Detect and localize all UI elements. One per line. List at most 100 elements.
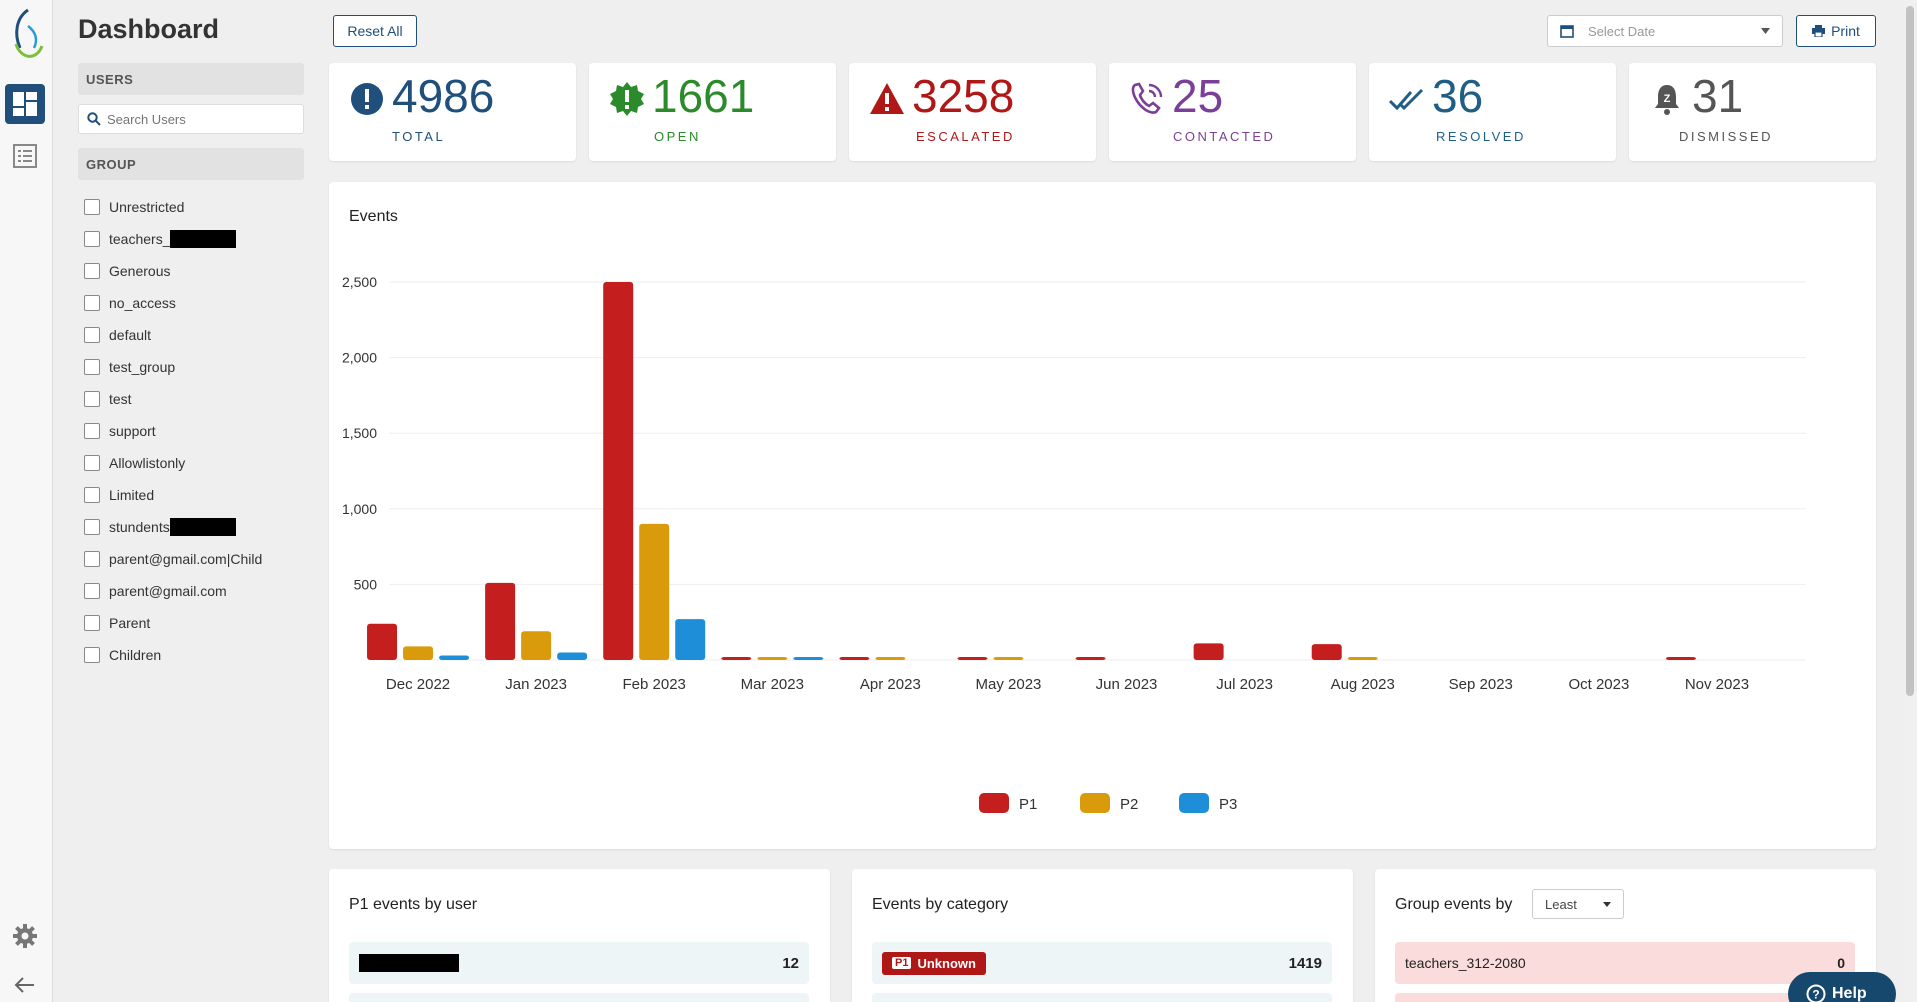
calendar-icon — [1560, 25, 1574, 38]
group-item[interactable]: stundents — [84, 511, 262, 543]
legend-swatch-p1[interactable] — [979, 793, 1009, 813]
table-row[interactable] — [1395, 993, 1855, 1002]
group-item[interactable]: support — [84, 415, 262, 447]
group-checkbox[interactable] — [84, 359, 100, 375]
group-checkbox[interactable] — [84, 199, 100, 215]
group-item[interactable]: test — [84, 383, 262, 415]
scrollbar-thumb[interactable] — [1906, 6, 1914, 696]
stat-value: 31 — [1692, 70, 1744, 122]
table-row[interactable]: 12 — [349, 942, 809, 984]
group-item[interactable]: Unrestricted — [84, 191, 262, 223]
group-checkbox[interactable] — [84, 295, 100, 311]
group-item[interactable]: Parent — [84, 607, 262, 639]
group-sort-select[interactable]: Least — [1532, 889, 1624, 919]
group-item[interactable]: no_access — [84, 287, 262, 319]
bar-p3[interactable] — [793, 657, 824, 660]
printer-icon — [1812, 25, 1826, 37]
legend-label[interactable]: P3 — [1219, 796, 1237, 813]
stat-card-contacted[interactable]: 25 CONTACTED — [1109, 63, 1356, 161]
table-row[interactable] — [872, 993, 1332, 1002]
x-tick-label: May 2023 — [976, 676, 1042, 693]
group-checkbox[interactable] — [84, 327, 100, 343]
group-checkbox[interactable] — [84, 263, 100, 279]
stat-value: 1661 — [652, 70, 755, 122]
stat-card-dismissed[interactable]: Z 31 DISMISSED — [1629, 63, 1876, 161]
x-tick-label: Dec 2022 — [386, 676, 450, 693]
bar-p2[interactable] — [1347, 657, 1378, 660]
group-item[interactable]: parent@gmail.com — [84, 575, 262, 607]
table-row[interactable] — [349, 993, 809, 1002]
bar-p1[interactable] — [485, 582, 516, 660]
group-checkbox[interactable] — [84, 423, 100, 439]
group-checkbox[interactable] — [84, 551, 100, 567]
collapse-arrow-icon[interactable] — [12, 975, 38, 995]
group-item[interactable]: test_group — [84, 351, 262, 383]
page-scrollbar[interactable] — [1903, 0, 1917, 1002]
group-item[interactable]: Limited — [84, 479, 262, 511]
stat-label: RESOLVED — [1436, 129, 1526, 144]
group-item[interactable]: parent@gmail.com|Child — [84, 543, 262, 575]
date-picker[interactable]: Select Date — [1547, 15, 1783, 47]
bar-p1[interactable] — [1665, 657, 1696, 660]
stat-value: 3258 — [912, 70, 1015, 122]
group-checkbox[interactable] — [84, 231, 100, 247]
bar-p1[interactable] — [721, 657, 752, 660]
group-checkbox[interactable] — [84, 615, 100, 631]
print-button[interactable]: Print — [1796, 15, 1876, 47]
group-checkbox[interactable] — [84, 487, 100, 503]
group-checkbox[interactable] — [84, 391, 100, 407]
x-tick-label: Mar 2023 — [741, 676, 804, 693]
bar-p1[interactable] — [603, 282, 634, 660]
group-checkbox[interactable] — [84, 455, 100, 471]
bar-p2[interactable] — [521, 631, 552, 660]
group-item[interactable]: Children — [84, 639, 262, 671]
group-checkbox[interactable] — [84, 519, 100, 535]
bar-p1[interactable] — [957, 657, 988, 660]
bar-p1[interactable] — [839, 657, 870, 660]
reset-all-button[interactable]: Reset All — [333, 15, 417, 47]
stat-card-escalated[interactable]: 3258 ESCALATED — [849, 63, 1096, 161]
group-item[interactable]: Generous — [84, 255, 262, 287]
legend-swatch-p3[interactable] — [1179, 793, 1209, 813]
bar-p1[interactable] — [367, 623, 398, 660]
table-row[interactable]: P1 Unknown 1419 — [872, 942, 1332, 984]
bar-p2[interactable] — [757, 656, 788, 660]
stat-label: DISMISSED — [1679, 129, 1774, 144]
help-button[interactable]: ? Help — [1788, 972, 1896, 1002]
group-checkbox[interactable] — [84, 583, 100, 599]
list-nav-icon[interactable] — [12, 143, 38, 169]
user-search-box[interactable] — [78, 104, 304, 134]
app-logo[interactable] — [6, 4, 46, 64]
table-row[interactable]: teachers_312-2080 0 — [1395, 942, 1855, 984]
bar-p3[interactable] — [439, 655, 470, 660]
group-checkbox[interactable] — [84, 647, 100, 663]
group-item[interactable]: default — [84, 319, 262, 351]
bar-p2[interactable] — [639, 523, 670, 660]
events-panel: Events 2,500 2,000 1,500 1,000 500 Dec 2022 Ja… — [329, 182, 1876, 849]
legend-label[interactable]: P1 — [1019, 796, 1037, 813]
y-tick-label: 2,500 — [342, 274, 377, 290]
legend-swatch-p2[interactable] — [1080, 793, 1110, 813]
bar-p1[interactable] — [1193, 643, 1224, 660]
bar-p2[interactable] — [403, 646, 434, 660]
group-item[interactable]: Allowlistonly — [84, 447, 262, 479]
chevron-down-icon — [1603, 901, 1611, 907]
phone-call-icon — [1131, 82, 1163, 114]
legend-label[interactable]: P2 — [1120, 796, 1138, 813]
bar-p2[interactable] — [993, 657, 1024, 660]
search-input[interactable] — [107, 111, 297, 127]
stat-card-open[interactable]: 1661 OPEN — [589, 63, 836, 161]
dashboard-nav-icon[interactable] — [5, 84, 45, 124]
group-item[interactable]: teachers_ — [84, 223, 262, 255]
bar-p3[interactable] — [675, 619, 706, 660]
bar-p2[interactable] — [875, 657, 906, 660]
stat-card-resolved[interactable]: 36 RESOLVED — [1369, 63, 1616, 161]
x-tick-label: Apr 2023 — [860, 676, 921, 693]
stat-card-total[interactable]: 4986 TOTAL — [329, 63, 576, 161]
bar-p1[interactable] — [1311, 644, 1342, 660]
stat-value: 25 — [1172, 70, 1224, 122]
bar-p1[interactable] — [1075, 657, 1106, 660]
bar-p3[interactable] — [557, 652, 588, 660]
exclamation-circle-icon — [351, 83, 383, 115]
gear-icon[interactable] — [12, 923, 38, 949]
